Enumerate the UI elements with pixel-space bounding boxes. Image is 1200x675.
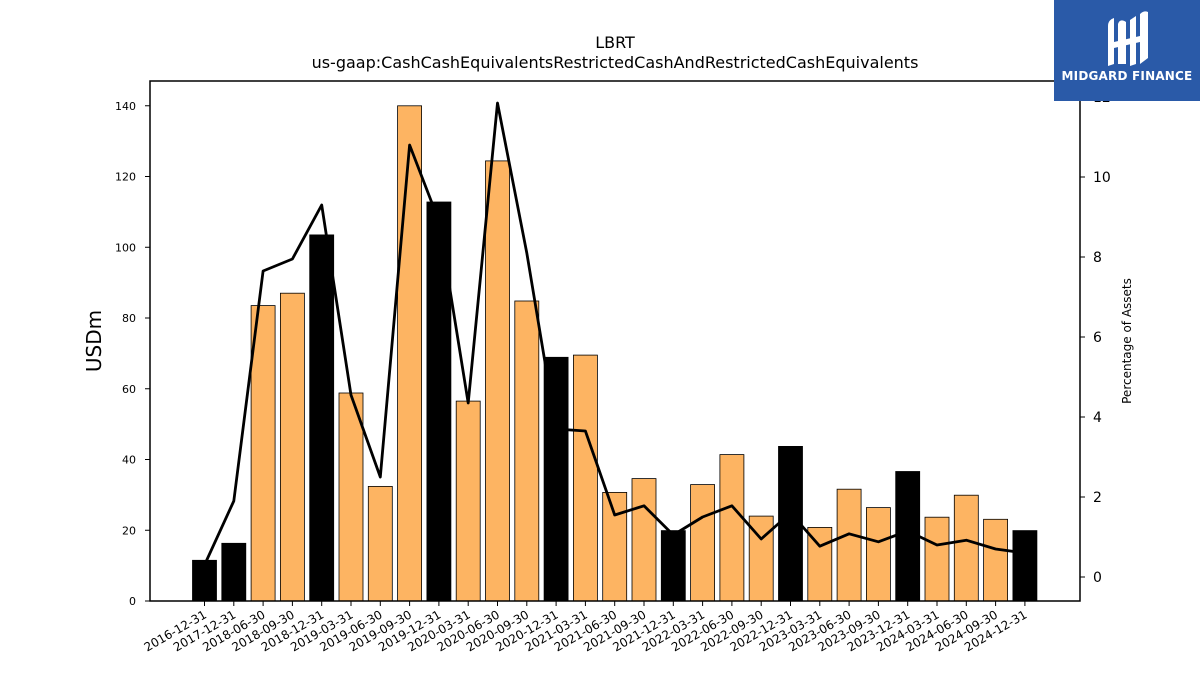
y-tick-label: 140 [115,100,136,113]
y-tick-label: 60 [122,383,136,396]
bar-2019-09-30 [397,105,423,602]
bar-2018-12-31 [309,234,335,602]
bar-2018-09-30 [279,292,305,602]
y-tick-label: 100 [115,241,136,254]
bar-2021-09-30 [631,478,657,602]
y-axis-label: USDm [82,310,106,372]
bar-2024-06-30 [953,494,979,602]
bar-2019-06-30 [367,485,393,602]
bar-2021-12-31 [660,530,686,602]
bar-2017-12-31 [221,542,247,602]
y2-tick-label: 0 [1093,570,1102,586]
y2-tick-label: 10 [1093,170,1111,186]
bar-2023-06-30 [836,488,862,602]
y2-tick-label: 2 [1093,490,1102,506]
title-block: LBRT us-gaap:CashCashEquivalentsRestrict… [312,33,919,72]
bar-2016-12-31 [192,559,217,602]
bar-2020-06-30 [485,160,510,602]
y-tick-label: 0 [129,595,136,608]
bar-2020-03-31 [455,400,481,602]
y-tick-label: 20 [122,524,136,537]
bar-2020-12-31 [543,356,569,602]
bar-2024-09-30 [983,518,1008,602]
bar-2023-09-30 [866,507,891,602]
bar-2020-09-30 [514,300,540,602]
y2-tick-label: 4 [1093,410,1102,426]
bar-2018-06-30 [250,305,276,602]
line-layer [203,101,1026,566]
line-series-percentage-of-assets [203,101,1026,566]
bar-2022-06-30 [719,454,745,602]
chart-subtitle: us-gaap:CashCashEquivalentsRestrictedCas… [312,53,919,72]
bar-2021-06-30 [602,491,628,602]
y2-axis-label: Percentage of Assets [1120,278,1134,404]
y2-tick-label: 6 [1093,330,1102,346]
y-tick-label: 80 [122,312,136,325]
bars-layer [192,105,1038,602]
chart-title: LBRT [595,33,635,52]
bar-2024-12-31 [1012,530,1038,602]
bar-2019-03-31 [338,392,364,602]
brand-name: MIDGARD FINANCE [1061,69,1193,83]
bar-2021-03-31 [573,354,598,602]
bar-2024-03-31 [924,516,950,602]
y-tick-label: 120 [115,171,136,184]
bar-2019-12-31 [426,201,452,602]
bar-2022-03-31 [690,484,715,602]
brand-logo: MIDGARD FINANCE [1054,0,1200,101]
y2-tick-label: 8 [1093,250,1102,266]
midgard-logo-icon [1108,11,1148,66]
y-tick-label: 40 [122,454,136,467]
